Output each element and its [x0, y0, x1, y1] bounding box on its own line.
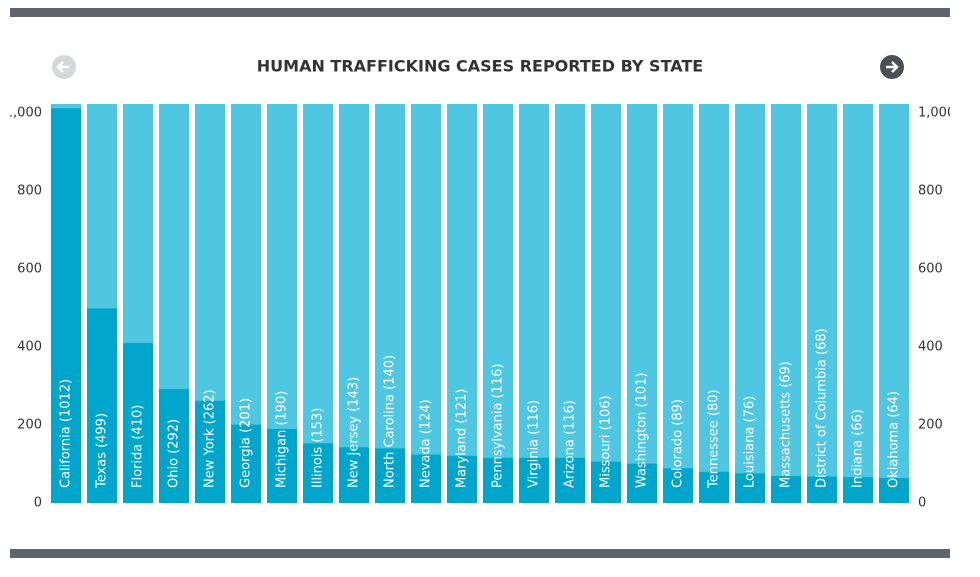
- bar-label: Maryland (121): [455, 389, 470, 488]
- bar-track: [627, 104, 657, 503]
- bar-label: Florida (410): [131, 405, 146, 488]
- y-tick-label: 800: [17, 184, 42, 199]
- bar-label: New Jersey (143): [347, 377, 362, 488]
- bar: [411, 454, 441, 503]
- bar: [735, 473, 765, 503]
- bar: [375, 448, 405, 503]
- bar-label: Washington (101): [635, 373, 650, 488]
- bar-label: Nevada (124): [419, 399, 434, 488]
- bar-label: Tennessee (80): [707, 389, 722, 489]
- bar-label: Ohio (292): [167, 419, 182, 488]
- bar-track: [447, 104, 477, 503]
- bar-label: Michigan (190): [275, 391, 290, 488]
- bar: [159, 389, 189, 503]
- bar: [195, 400, 225, 503]
- bar: [771, 476, 801, 503]
- bar: [51, 108, 81, 503]
- bar-track: [735, 104, 765, 503]
- bar-label: Colorado (89): [671, 399, 686, 488]
- bar-track: [339, 104, 369, 503]
- bar: [519, 457, 549, 503]
- bar-track: [591, 104, 621, 503]
- bars: California (1012) Texas (499) Florida (410…: [51, 104, 909, 503]
- bar: [483, 457, 513, 503]
- bar-label: Illinois (153): [311, 408, 326, 488]
- bar-label: Texas (499): [95, 413, 110, 489]
- bar: [123, 343, 153, 503]
- y2-tick-label: 400: [918, 340, 943, 355]
- bar-track: [519, 104, 549, 503]
- bottom-rule: [10, 549, 950, 558]
- y2-tick-label: 800: [918, 184, 943, 199]
- bar-label: California (1012): [59, 379, 74, 488]
- bar: [87, 308, 117, 503]
- bar: [879, 478, 909, 503]
- top-rule: [10, 8, 950, 17]
- bar-label: North Carolina (140): [383, 355, 398, 488]
- bar-label: Oklahoma (64): [887, 391, 902, 488]
- bar: [555, 457, 585, 503]
- bar-track: [411, 104, 441, 503]
- bar-track: [699, 104, 729, 503]
- bar: [591, 461, 621, 503]
- bar: [339, 447, 369, 503]
- bar-label: Pennsylvania (116): [491, 364, 506, 489]
- bar-label: Massachusetts (69): [779, 361, 794, 488]
- bar-track: [879, 104, 909, 503]
- y-tick-label: 600: [17, 262, 42, 277]
- bar-label: New York (262): [203, 389, 218, 488]
- bar: [699, 471, 729, 503]
- bar: [807, 476, 837, 503]
- y2-tick-label: 200: [918, 418, 943, 433]
- bar: [303, 443, 333, 503]
- bar: [447, 455, 477, 503]
- bar-label: Arizona (116): [563, 400, 578, 488]
- bar-track: [843, 104, 873, 503]
- bar-track: [807, 104, 837, 503]
- bar-track: [663, 104, 693, 503]
- bar: [843, 477, 873, 503]
- bar-label: Georgia (201): [239, 398, 254, 488]
- y2-tick-label: 1,000: [918, 106, 955, 121]
- bar: [267, 428, 297, 503]
- bar-track: [483, 104, 513, 503]
- bar-track: [303, 104, 333, 503]
- right-axis: 0 200 400 600 800 1,000: [918, 106, 955, 511]
- prev-button[interactable]: [52, 55, 76, 79]
- bar-label: District of Columbia (68): [815, 328, 830, 488]
- bar-label: Virginia (116): [527, 400, 542, 488]
- bar-track: [555, 104, 585, 503]
- bar-track: [375, 104, 405, 503]
- next-button[interactable]: [87, 0, 904, 79]
- bar-label: Missouri (106): [599, 395, 614, 488]
- y-tick-label: 400: [17, 340, 42, 355]
- bar-label: Indiana (66): [851, 409, 866, 488]
- y2-tick-label: 600: [918, 262, 943, 277]
- y2-tick-label: 0: [918, 496, 926, 511]
- y-tick-label: 1,000: [5, 106, 42, 121]
- left-axis: 0 200 400 600 800 1,000: [5, 106, 42, 511]
- bar: [231, 424, 261, 503]
- y-tick-label: 0: [34, 496, 42, 511]
- bar: [627, 463, 657, 503]
- y-tick-label: 200: [17, 418, 42, 433]
- bar: [663, 468, 693, 503]
- bar-track: [771, 104, 801, 503]
- chart-title: HUMAN TRAFFICKING CASES REPORTED BY STAT…: [257, 57, 703, 76]
- bar-label: Louisiana (76): [743, 396, 758, 488]
